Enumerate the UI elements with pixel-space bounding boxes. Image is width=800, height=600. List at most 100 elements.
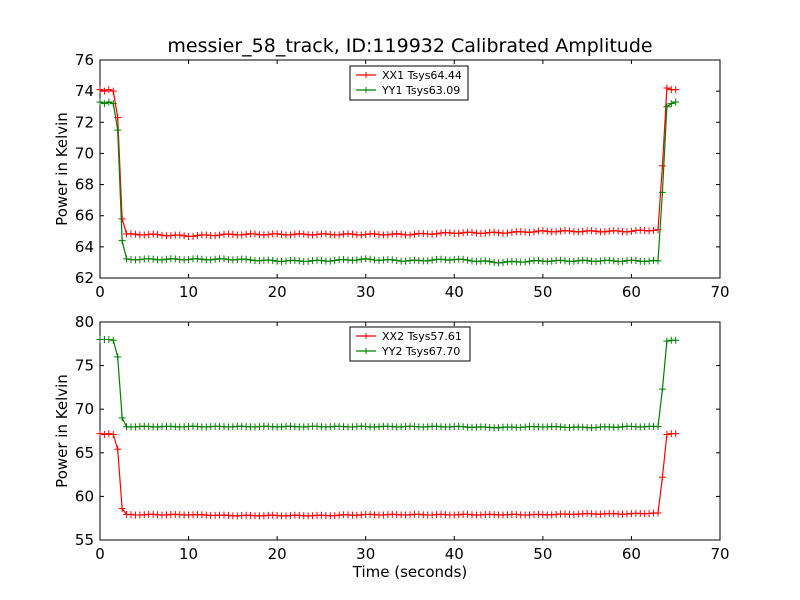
data-point (672, 98, 680, 106)
legend-marker (363, 348, 369, 354)
legend-marker (363, 72, 369, 78)
data-point (627, 227, 635, 235)
data-point (424, 257, 432, 265)
data-point (508, 228, 516, 236)
data-point (233, 256, 241, 264)
data-point (114, 126, 122, 134)
data-point (189, 232, 197, 240)
y-axis-label: Power in Kelvin (53, 112, 71, 226)
data-point (393, 257, 401, 265)
data-point (216, 231, 224, 239)
data-point (313, 231, 321, 239)
data-point (118, 414, 126, 422)
data-point (654, 257, 662, 265)
data-point (100, 100, 108, 108)
data-point (362, 255, 370, 263)
data-point (645, 510, 653, 518)
data-point (171, 255, 179, 263)
x-tick-label: 40 (445, 545, 464, 563)
data-point (543, 227, 551, 235)
x-tick-label: 70 (710, 283, 729, 301)
data-point (326, 230, 334, 238)
data-point (610, 257, 618, 265)
data-point (185, 256, 193, 264)
data-point (149, 255, 157, 263)
data-point (468, 228, 476, 236)
data-point (109, 87, 117, 95)
y-tick-label: 70 (75, 144, 94, 162)
data-point (526, 257, 534, 265)
y-tick-label: 72 (75, 113, 94, 131)
data-point (326, 257, 334, 265)
data-point (331, 257, 339, 265)
legend-label: XX1 Tsys64.44 (382, 69, 462, 82)
data-point (269, 256, 277, 264)
data-point (614, 227, 622, 235)
data-point (357, 231, 365, 239)
data-point (663, 84, 671, 92)
y-tick-label: 64 (75, 238, 94, 256)
data-point (565, 227, 573, 235)
data-point (105, 335, 113, 343)
x-tick-label: 30 (356, 283, 375, 301)
data-point (114, 445, 122, 453)
data-point (167, 232, 175, 240)
data-point (136, 256, 144, 264)
data-point (672, 336, 680, 344)
x-tick-label: 30 (356, 545, 375, 563)
data-point (282, 257, 290, 265)
x-tick-label: 10 (179, 545, 198, 563)
data-point (207, 256, 215, 264)
data-point (131, 230, 139, 238)
data-point (109, 336, 117, 344)
data-point (162, 255, 170, 263)
data-point (428, 256, 436, 264)
data-point (278, 230, 286, 238)
data-point (366, 255, 374, 263)
data-point (406, 231, 414, 239)
y-tick-label: 65 (75, 444, 94, 462)
data-point (557, 256, 565, 264)
data-point (193, 232, 201, 240)
legend-marker (363, 333, 369, 339)
x-tick-label: 50 (533, 283, 552, 301)
legend-label: YY1 Tsys63.09 (381, 84, 460, 97)
legend-label: YY2 Tsys67.70 (381, 345, 460, 358)
y-tick-label: 70 (75, 400, 94, 418)
data-point (193, 255, 201, 263)
data-point (317, 257, 325, 265)
data-point (123, 255, 131, 263)
data-point (362, 230, 370, 238)
data-point (114, 353, 122, 361)
data-point (96, 98, 104, 106)
data-point (588, 227, 596, 235)
data-point (348, 230, 356, 238)
data-point (247, 256, 255, 264)
data-point (286, 231, 294, 239)
data-point (654, 509, 662, 517)
data-point (322, 230, 330, 238)
data-point (100, 430, 108, 438)
data-point (605, 256, 613, 264)
data-point (490, 258, 498, 266)
y-tick-label: 75 (75, 357, 94, 375)
data-point (96, 86, 104, 94)
data-point (658, 188, 666, 196)
data-point (415, 256, 423, 264)
data-point (583, 257, 591, 265)
data-point (645, 257, 653, 265)
data-point (548, 257, 556, 265)
data-point (459, 229, 467, 237)
data-point (158, 231, 166, 239)
data-point (264, 231, 272, 239)
data-point (353, 256, 361, 264)
y-tick-label: 60 (75, 487, 94, 505)
data-point (198, 255, 206, 263)
data-point (596, 257, 604, 265)
data-point (499, 259, 507, 267)
y-tick-label: 68 (75, 176, 94, 194)
y-tick-label: 74 (75, 82, 94, 100)
y-tick-label: 62 (75, 269, 94, 287)
data-point (100, 87, 108, 95)
x-tick-label: 60 (622, 545, 641, 563)
